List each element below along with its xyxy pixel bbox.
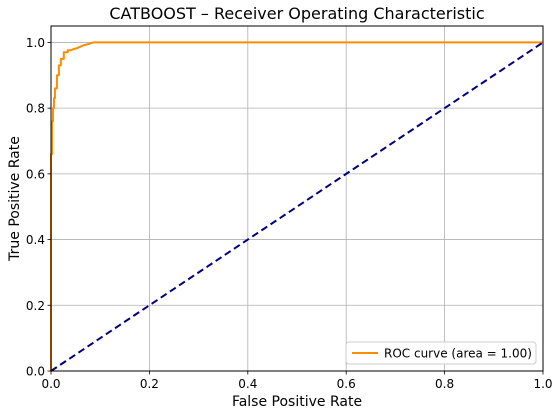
chance-diagonal-line [50,41,544,372]
tick-group: 0.0 0.2 0.4 0.6 0.8 1.0 0.0 0.2 0.4 0.6 0.8 1.0 [26,36,553,391]
x-axis-label: False Positive Rate [232,394,362,410]
y-tick-label: 1.0 [26,36,45,50]
y-tick-label: 0.0 [26,365,45,379]
y-tick-label: 0.2 [26,299,45,313]
x-tick-label: 0.4 [238,377,257,391]
y-tick-label: 0.6 [26,167,45,181]
x-tick-label: 0.0 [41,377,60,391]
legend-box [345,341,537,365]
x-tick-label: 0.8 [435,377,454,391]
plot-frame [50,25,544,372]
legend-label: ROC curve (area = 1.00) [384,347,532,361]
series-group [50,41,544,372]
x-tick-label: 1.0 [533,377,552,391]
grid [50,26,544,372]
x-tick-label: 0.2 [140,377,159,391]
chart-title: CATBOOST – Receiver Operating Characteri… [109,4,484,23]
roc-curve-line [50,41,543,371]
x-tick-label: 0.6 [337,377,356,391]
y-tick-label: 0.4 [26,233,45,247]
legend: ROC curve (area = 1.00) [345,341,537,365]
y-tick-label: 0.8 [26,102,45,116]
y-axis-label: True Positive Rate [7,136,23,262]
